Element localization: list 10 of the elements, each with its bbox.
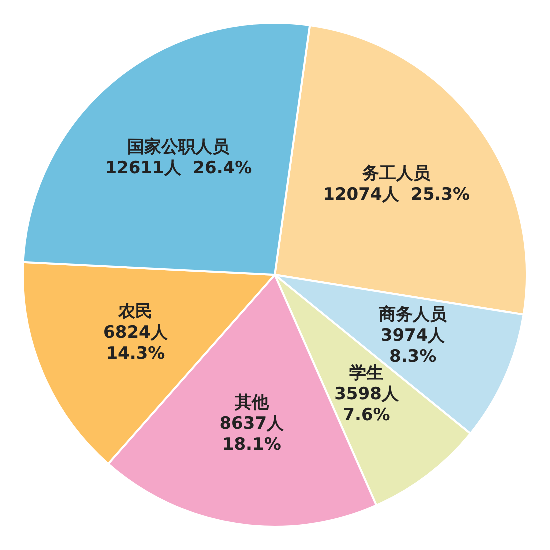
slice-label: 农民 xyxy=(118,302,153,322)
slice-label: 商务人员 xyxy=(378,305,448,326)
data-label: 12611人 26.4% xyxy=(105,158,252,178)
slice-label: 务工人员 xyxy=(362,164,432,184)
slice-label: 国家公职人员 xyxy=(128,137,231,158)
data-label: 12074人 25.3% xyxy=(323,185,470,206)
slice-label: 其他 xyxy=(234,392,270,413)
data-label: 6824人 14.3% xyxy=(104,323,169,364)
data-label: 3598人 7.6% xyxy=(334,384,400,426)
data-label: 8637人 18.1% xyxy=(220,414,286,455)
